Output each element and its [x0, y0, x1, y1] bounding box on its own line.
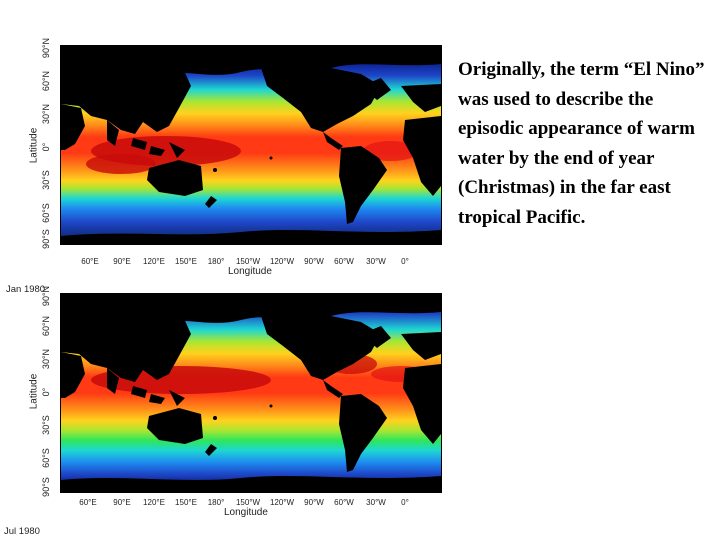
top-lon-label-150e: 150°E	[175, 257, 197, 266]
top-lon-label-0: 0°	[401, 257, 409, 266]
sst-map-july-graphic	[61, 294, 441, 492]
top-lon-label-150w: 150°W	[235, 257, 261, 266]
sst-map-january	[60, 45, 442, 245]
top-lon-label-60e: 60°E	[81, 257, 99, 266]
bottom-lon-label-150w: 150°W	[235, 498, 261, 507]
bottom-lon-label-120w: 120°W	[269, 498, 295, 507]
bottom-lon-label-30w: 30°W	[366, 498, 386, 507]
bottom-lon-label-60w: 60°W	[334, 498, 354, 507]
bottom-lon-label-180: 180°	[207, 498, 225, 507]
top-lon-label-90e: 90°E	[113, 257, 131, 266]
bottom-x-axis-title: Longitude	[224, 507, 268, 518]
date-label-bottom: Jul 1980	[4, 526, 40, 537]
top-lon-label-180: 180°	[207, 257, 225, 266]
top-lon-label-120e: 120°E	[143, 257, 165, 266]
bottom-lon-label-150e: 150°E	[175, 498, 197, 507]
bottom-lon-label-0: 0°	[401, 498, 409, 507]
sst-map-january-graphic	[61, 46, 441, 244]
bottom-lon-label-90e: 90°E	[113, 498, 131, 507]
bottom-y-axis-title: Latitude	[28, 373, 40, 410]
top-lat-label-90s: 90°S	[41, 229, 51, 249]
sst-map-july	[60, 293, 442, 493]
top-lon-label-30w: 30°W	[366, 257, 386, 266]
bottom-lon-label-60e: 60°E	[79, 498, 97, 507]
top-lon-label-90w: 90°W	[304, 257, 324, 266]
top-lon-label-60w: 60°W	[334, 257, 354, 266]
top-x-axis-title: Longitude	[228, 266, 272, 277]
bottom-lat-label-90s: 90°S	[41, 477, 51, 497]
date-label-top: Jan 1980	[6, 284, 46, 295]
bottom-lon-label-90w: 90°W	[304, 498, 324, 507]
caption-text: Originally, the term “El Nino” was used …	[458, 59, 705, 228]
top-lon-label-120w: 120°W	[269, 257, 295, 266]
bottom-lon-label-120e: 120°E	[143, 498, 165, 507]
top-y-axis-title: Latitude	[28, 127, 40, 164]
